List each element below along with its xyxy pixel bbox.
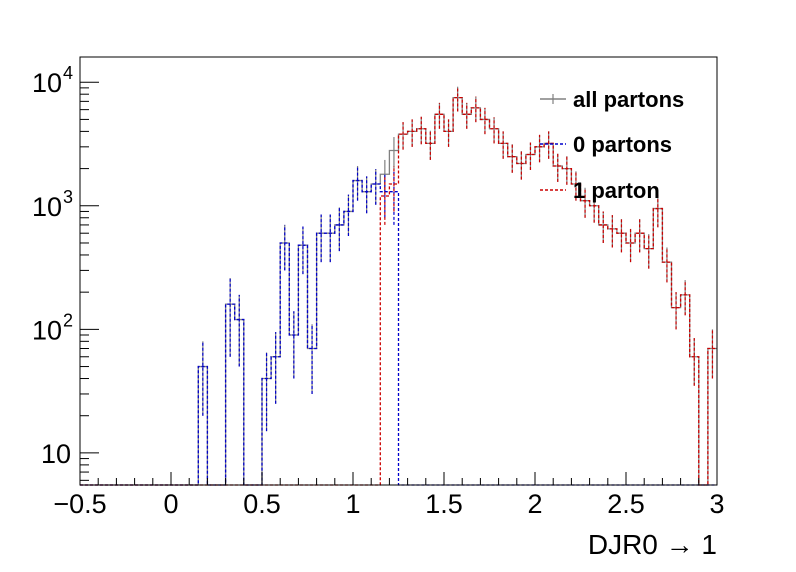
- x-tick-label: 1.5: [425, 489, 463, 519]
- y-tick-exponent: 3: [63, 187, 73, 207]
- y-tick-label: 10: [41, 439, 71, 469]
- x-tick-label: 1: [345, 489, 360, 519]
- y-tick-label: 10: [32, 315, 62, 345]
- series-layer: [80, 86, 717, 486]
- y-tick-label: 10: [32, 192, 62, 222]
- x-tick-label: 2: [527, 489, 542, 519]
- plot-frame: [79, 56, 718, 486]
- legend: all partons 0 partons 1 parton: [540, 87, 684, 203]
- legend-label: 1 parton: [573, 178, 660, 203]
- x-tick-label: 0: [163, 489, 178, 519]
- legend-label: all partons: [573, 87, 684, 112]
- x-tick-label: −0.5: [53, 489, 106, 519]
- x-tick-label: 0.5: [243, 489, 281, 519]
- y-tick-exponent: 2: [63, 310, 73, 330]
- x-tick-label: 2.5: [607, 489, 645, 519]
- x-axis-title: DJR0 → 1: [588, 529, 717, 560]
- y-tick-label: 10: [32, 68, 62, 98]
- x-tick-label: 3: [709, 489, 724, 519]
- y-tick-exponent: 4: [63, 63, 73, 83]
- legend-label: 0 partons: [573, 132, 672, 157]
- series-line: [80, 179, 717, 486]
- series-0-partons: [80, 165, 717, 486]
